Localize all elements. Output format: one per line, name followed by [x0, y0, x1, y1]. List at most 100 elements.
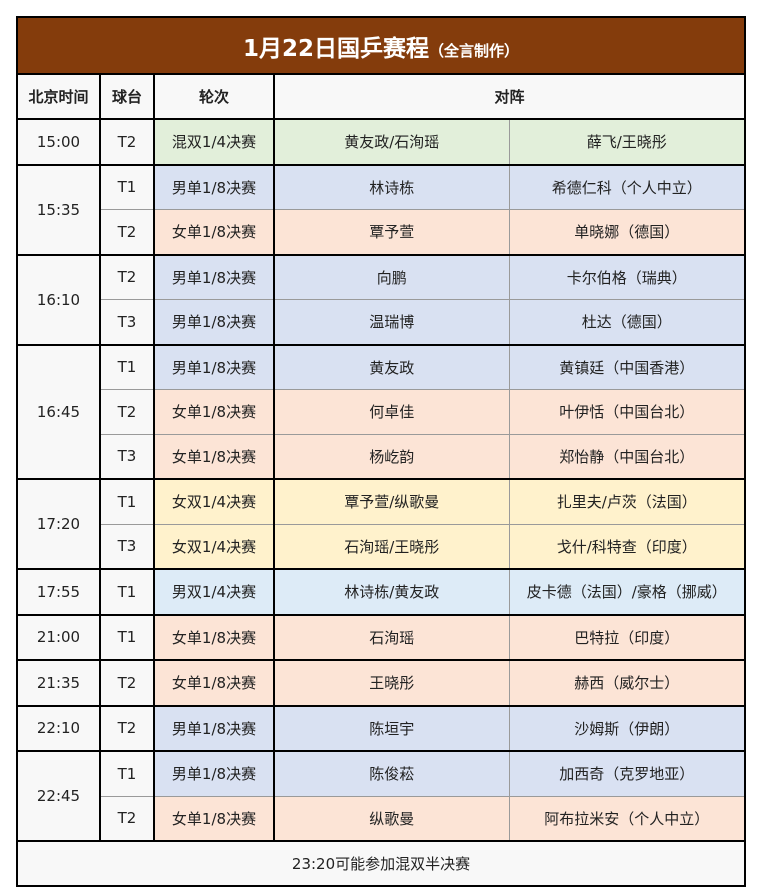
table-cell: T2	[99, 795, 155, 842]
table-row: 21:00 T1 女单1/8决赛 石洵瑶 巴特拉（印度）	[16, 613, 747, 661]
opponent-cell: 扎里夫/卢茨（法国）	[508, 478, 747, 525]
table-cell: T2	[99, 253, 155, 300]
round-cell: 男单1/8决赛	[153, 299, 275, 345]
opponent-cell: 薛飞/王晓彤	[508, 118, 747, 165]
table-cell: T1	[99, 478, 155, 525]
player-cell: 向鹏	[273, 253, 510, 300]
opponent-cell: 希德仁科（个人中立）	[508, 163, 747, 210]
opponent-cell: 叶伊恬（中国台北）	[508, 389, 747, 435]
opponent-cell: 沙姆斯（伊朗）	[508, 704, 747, 752]
opponent-cell: 阿布拉米安（个人中立）	[508, 795, 747, 842]
header-time: 北京时间	[16, 73, 101, 120]
table-cell: T3	[99, 299, 155, 345]
table-cell: T1	[99, 613, 155, 661]
player-cell: 林诗栋	[273, 163, 510, 210]
table-row: T2 女单1/8决赛 何卓佳 叶伊恬（中国台北）	[17, 389, 747, 435]
schedule-table: 1月22日国乒赛程（全言制作） 北京时间 球台 轮次 对阵 15:00 T2 混双1…	[15, 16, 747, 887]
round-cell: 女双1/4决赛	[153, 523, 275, 570]
table-cell: T2	[99, 209, 155, 255]
opponent-cell: 皮卡德（法国）/豪格（挪威）	[508, 568, 747, 615]
title-subtitle: （全言制作）	[429, 41, 520, 60]
table-cell: T3	[99, 523, 155, 570]
round-cell: 男单1/8决赛	[153, 253, 275, 300]
opponent-cell: 赫西（威尔士）	[508, 659, 747, 706]
round-cell: 女单1/8决赛	[153, 659, 275, 706]
table-row: 21:35 T2 女单1/8决赛 王晓彤 赫西（威尔士）	[16, 659, 747, 707]
table-cell: T2	[99, 704, 155, 752]
round-cell: 女单1/8决赛	[153, 795, 275, 842]
round-cell: 女单1/8决赛	[153, 613, 275, 661]
round-cell: 男单1/8决赛	[153, 704, 275, 752]
opponent-cell: 巴特拉（印度）	[508, 613, 747, 661]
opponent-cell: 单晓娜（德国）	[508, 209, 747, 255]
table-row: T3 女双1/4决赛 石洵瑶/王晓彤 戈什/科特查（印度）	[17, 523, 747, 570]
player-cell: 何卓佳	[273, 389, 510, 435]
player-cell: 石洵瑶/王晓彤	[273, 523, 510, 570]
table-row: T3 女单1/8决赛 杨屹韵 郑怡静（中国台北）	[17, 433, 747, 480]
round-cell: 女双1/4决赛	[153, 478, 275, 525]
table-cell: T3	[99, 433, 155, 480]
time-cell: 17:20	[16, 478, 101, 570]
round-cell: 混双1/4决赛	[153, 118, 275, 165]
player-cell: 温瑞博	[273, 299, 510, 345]
round-cell: 女单1/8决赛	[153, 389, 275, 435]
round-cell: 男单1/8决赛	[153, 343, 275, 390]
time-cell: 22:45	[16, 750, 101, 842]
table-row: 17:55 T1 男双1/4决赛 林诗栋/黄友政 皮卡德（法国）/豪格（挪威）	[16, 568, 747, 616]
table-row: 22:10 T2 男单1/8决赛 陈垣宇 沙姆斯（伊朗）	[16, 704, 747, 752]
round-cell: 男单1/8决赛	[153, 163, 275, 210]
player-cell: 王晓彤	[273, 659, 510, 706]
schedule-sheet: 1月22日国乒赛程（全言制作） 北京时间 球台 轮次 对阵 15:00 T2 混双1…	[15, 16, 747, 887]
table-cell: T2	[99, 659, 155, 706]
table-row: T2 女单1/8决赛 纵歌曼 阿布拉米安（个人中立）	[17, 795, 747, 842]
title-text: 1月22日国乒赛程	[243, 35, 430, 62]
player-cell: 石洵瑶	[273, 613, 510, 661]
time-cell: 15:35	[16, 163, 101, 256]
player-cell: 纵歌曼	[273, 795, 510, 842]
opponent-cell: 黄镇廷（中国香港）	[508, 343, 747, 390]
table-row: 15:35 T1 男单1/8决赛 林诗栋 希德仁科（个人中立）	[16, 163, 747, 256]
table-row: T3 男单1/8决赛 温瑞博 杜达（德国）	[17, 299, 747, 345]
table-cell: T1	[99, 343, 155, 390]
opponent-cell: 戈什/科特查（印度）	[508, 523, 747, 570]
table-row: 15:00 T2 混双1/4决赛 黄友政/石洵瑶 薛飞/王晓彤	[16, 118, 747, 166]
table-row: 17:20 T1 女双1/4决赛 覃予萱/纵歌曼 扎里夫/卢茨（法国）	[16, 478, 747, 570]
header-round: 轮次	[153, 73, 275, 120]
table-cell: T1	[99, 568, 155, 615]
time-cell: 16:10	[16, 253, 101, 346]
opponent-cell: 郑怡静（中国台北）	[508, 433, 747, 480]
time-cell: 17:55	[16, 568, 101, 616]
table-cell: T1	[99, 163, 155, 210]
round-cell: 男单1/8决赛	[153, 750, 275, 797]
table-row: T2 女单1/8决赛 覃予萱 单晓娜（德国）	[17, 209, 747, 255]
sheet-title: 1月22日国乒赛程（全言制作）	[15, 16, 747, 75]
time-cell: 21:35	[16, 659, 101, 707]
round-cell: 女单1/8决赛	[153, 433, 275, 480]
opponent-cell: 杜达（德国）	[508, 299, 747, 345]
time-cell: 22:10	[16, 704, 101, 752]
player-cell: 陈垣宇	[273, 704, 510, 752]
player-cell: 覃予萱	[273, 209, 510, 255]
round-cell: 男双1/4决赛	[153, 568, 275, 615]
table-row: 16:10 T2 男单1/8决赛 向鹏 卡尔伯格（瑞典）	[16, 253, 747, 346]
opponent-cell: 卡尔伯格（瑞典）	[508, 253, 747, 300]
table-row: 16:45 T1 男单1/8决赛 黄友政 黄镇廷（中国香港）	[16, 343, 747, 480]
time-cell: 16:45	[16, 343, 101, 480]
round-cell: 女单1/8决赛	[153, 209, 275, 255]
header-table: 球台	[99, 73, 155, 120]
footer-note: 23:20可能参加混双半决赛	[15, 840, 747, 887]
table-row: 22:45 T1 男单1/8决赛 陈俊菘 加西奇（克罗地亚）	[16, 750, 747, 842]
time-cell: 15:00	[16, 118, 101, 166]
table-cell: T2	[99, 389, 155, 435]
player-cell: 覃予萱/纵歌曼	[273, 478, 510, 525]
player-cell: 陈俊菘	[273, 750, 510, 797]
player-cell: 黄友政/石洵瑶	[273, 118, 510, 165]
player-cell: 黄友政	[273, 343, 510, 390]
table-cell: T1	[99, 750, 155, 797]
time-cell: 21:00	[16, 613, 101, 661]
table-cell: T2	[99, 118, 155, 165]
header-match: 对阵	[272, 73, 747, 120]
opponent-cell: 加西奇（克罗地亚）	[508, 750, 747, 797]
player-cell: 杨屹韵	[273, 433, 510, 480]
player-cell: 林诗栋/黄友政	[273, 568, 510, 615]
